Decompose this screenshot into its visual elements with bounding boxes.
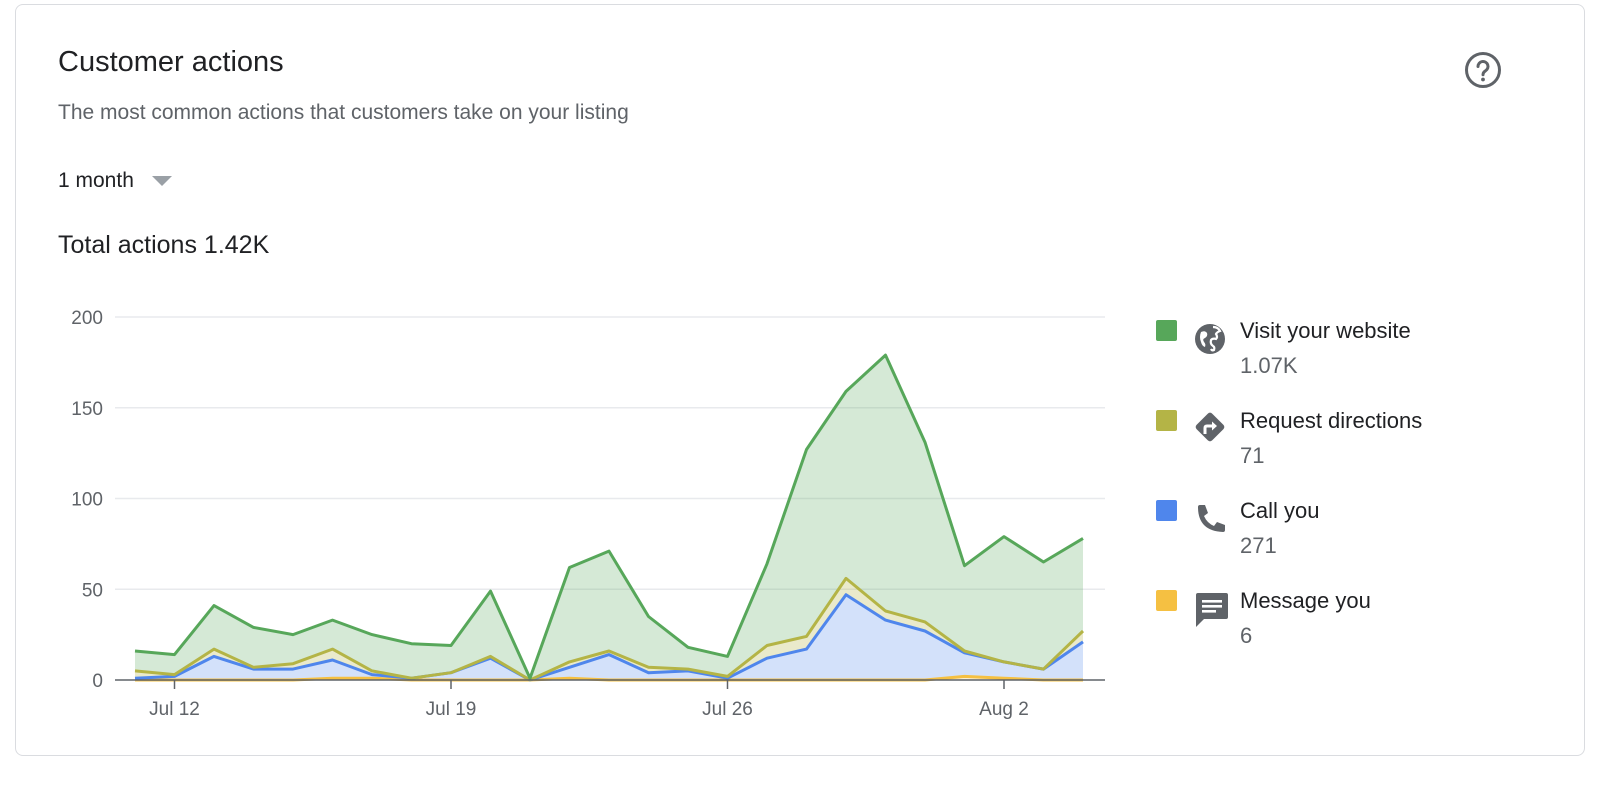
legend-swatch (1156, 590, 1177, 611)
legend-label: Message you (1240, 588, 1371, 613)
caret-down-icon (151, 176, 172, 186)
legend-swatch (1156, 320, 1177, 341)
series-area (135, 355, 1083, 680)
total-actions-value: 1.42K (203, 231, 270, 259)
phone-icon (1198, 505, 1225, 532)
x-tick-label: Aug 2 (979, 699, 1029, 720)
message-icon (1196, 593, 1228, 627)
y-tick-label: 200 (71, 308, 103, 329)
legend-swatch (1156, 500, 1177, 521)
legend-item-message[interactable]: Message you 6 (1156, 586, 1576, 656)
legend-value: 271 (1240, 533, 1277, 558)
globe-icon (1195, 324, 1225, 354)
series-line (134, 576, 1085, 682)
y-tick-label: 100 (71, 490, 103, 511)
series-area (135, 594, 1083, 680)
legend-item-directions[interactable]: Request directions 71 (1156, 406, 1576, 476)
help-circle-icon[interactable] (1463, 50, 1503, 90)
legend-value: 1.07K (1240, 353, 1298, 378)
legend-item-website[interactable]: Visit your website 1.07K (1156, 316, 1576, 386)
directions-icon (1195, 412, 1225, 442)
y-tick-label: 0 (92, 671, 103, 692)
customer-actions-chart: 0 50 100 150 200 Jul 12 Jul 19 Jul 26 Aug 2 (71, 308, 1105, 720)
legend-label: Call you (1240, 498, 1320, 523)
card-subtitle: The most common actions that customers t… (58, 101, 629, 124)
x-tick-label: Jul 19 (426, 699, 477, 720)
legend-swatch (1156, 410, 1177, 431)
legend-value: 6 (1240, 623, 1253, 648)
date-range-value: 1 month (58, 169, 134, 192)
legend-item-call[interactable]: Call you 271 (1156, 496, 1576, 566)
series-line (134, 353, 1084, 680)
y-tick-label: 50 (82, 580, 103, 601)
legend-value: 71 (1240, 443, 1265, 468)
card-title: Customer actions (58, 46, 284, 78)
legend-label: Visit your website (1240, 318, 1411, 343)
x-tick-label: Jul 12 (149, 699, 200, 720)
total-actions-label: Total actions (58, 231, 197, 259)
date-range-dropdown[interactable]: 1 month (58, 166, 172, 196)
y-tick-label: 150 (71, 399, 103, 420)
legend-label: Request directions (1240, 408, 1423, 433)
series-line (134, 593, 1084, 682)
total-actions: Total actions 1.42K (58, 231, 269, 260)
x-tick-label: Jul 26 (702, 699, 753, 720)
